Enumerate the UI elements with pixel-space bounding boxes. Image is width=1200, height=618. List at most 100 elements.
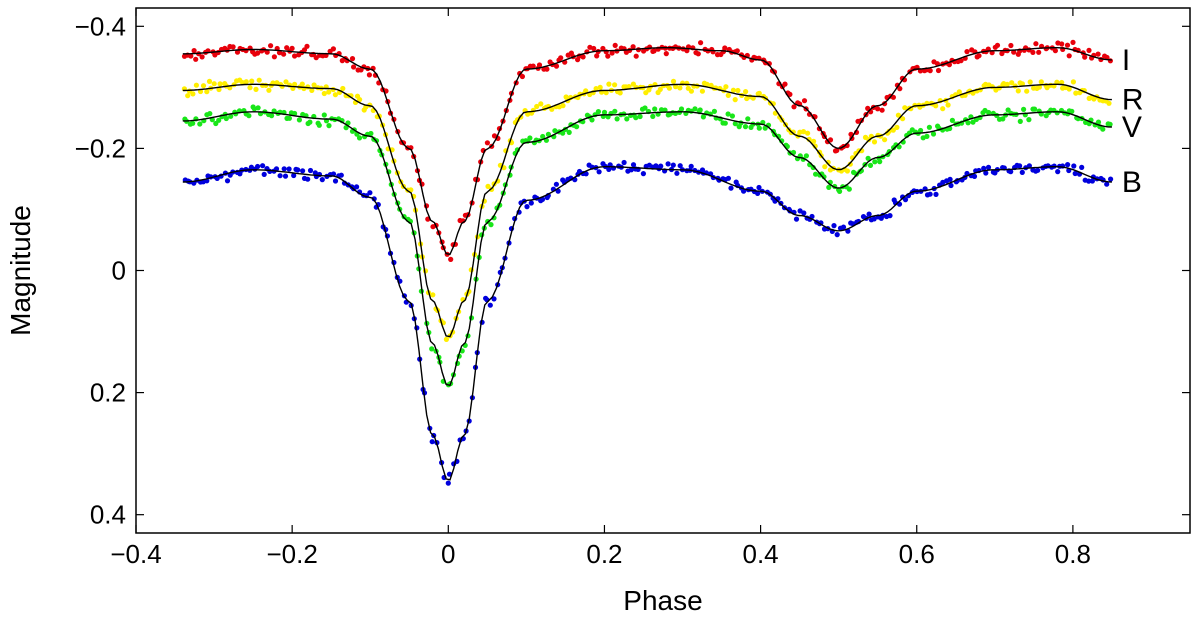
y-axis-title: Magnitude (5, 205, 36, 336)
data-point-B (286, 166, 292, 172)
data-point-B (756, 184, 762, 191)
data-point-I (544, 66, 550, 72)
data-point-I (484, 140, 490, 146)
data-point-B (985, 164, 992, 170)
series-V-points (182, 104, 1113, 388)
data-point-I (875, 106, 881, 112)
data-point-I (530, 63, 536, 69)
data-point-R (593, 86, 599, 92)
x-tick-label: −0.4 (110, 539, 161, 569)
data-point-V (826, 184, 832, 190)
data-point-V (642, 105, 648, 111)
data-point-I (351, 64, 357, 70)
data-point-B (640, 171, 647, 177)
data-point-I (1030, 49, 1036, 56)
data-point-V (601, 109, 608, 115)
data-point-B (628, 167, 634, 173)
data-point-V (697, 107, 703, 113)
data-point-V (207, 111, 213, 117)
data-point-B (445, 480, 451, 486)
data-point-R (249, 78, 255, 84)
model-curve-R (182, 83, 1112, 338)
data-point-I (1070, 39, 1076, 46)
data-point-B (1072, 170, 1078, 177)
data-point-B (725, 175, 732, 181)
data-point-I (879, 107, 885, 113)
data-point-B (429, 439, 435, 445)
data-point-I (330, 46, 336, 52)
data-point-V (692, 106, 698, 112)
data-point-V (1021, 106, 1027, 112)
data-point-I (834, 147, 840, 153)
data-point-B (887, 213, 893, 219)
data-point-B (1079, 164, 1085, 170)
data-point-V (326, 123, 332, 129)
data-point-R (206, 78, 213, 84)
data-point-R (677, 85, 683, 91)
data-point-R (847, 161, 853, 167)
data-point-I (230, 44, 236, 50)
data-point-R (485, 183, 491, 189)
data-point-R (253, 86, 259, 92)
data-point-B (528, 200, 534, 206)
data-point-R (670, 78, 677, 84)
data-point-V (926, 124, 933, 130)
model-curve-I (182, 47, 1112, 256)
x-tick-label: 0.8 (1055, 539, 1091, 569)
data-point-B (261, 171, 267, 177)
data-point-I (630, 44, 636, 50)
band-label-V: V (1122, 111, 1142, 144)
data-point-B (871, 216, 877, 222)
data-point-I (1095, 51, 1101, 57)
data-point-B (658, 163, 664, 169)
data-point-R (1036, 84, 1042, 90)
data-point-B (273, 166, 280, 172)
data-point-V (624, 116, 630, 122)
data-point-V (865, 155, 871, 161)
data-point-I (292, 53, 298, 59)
data-point-B (866, 211, 872, 217)
data-point-V (1017, 118, 1023, 124)
data-point-V (269, 113, 275, 119)
data-point-R (812, 143, 818, 149)
data-point-V (1107, 121, 1113, 127)
data-point-I (801, 98, 808, 104)
data-point-B (1086, 178, 1092, 184)
axis-ticks-layer: −0.4 −0.2 0 0.2 0.4 0.6 0.8 −0.4 −0.2 0 0.2 0.4 (75, 8, 1190, 569)
data-point-B (307, 167, 314, 174)
data-point-I (1082, 54, 1088, 60)
data-point-V (837, 188, 843, 194)
data-point-R (263, 82, 269, 88)
data-point-V (650, 113, 656, 119)
data-point-I (448, 256, 454, 262)
data-point-I (580, 54, 586, 60)
data-point-V (633, 115, 639, 121)
data-point-V (560, 130, 566, 136)
data-point-V (589, 117, 595, 123)
data-point-B (793, 216, 800, 222)
data-point-B (1055, 169, 1061, 175)
data-point-V (321, 112, 327, 118)
data-point-R (326, 89, 332, 95)
data-point-I (605, 53, 611, 59)
data-point-V (652, 106, 658, 112)
data-point-R (309, 87, 315, 93)
data-point-B (670, 162, 676, 168)
band-label-B: B (1122, 166, 1142, 199)
model-curve-B (182, 166, 1112, 481)
data-point-B (295, 167, 301, 173)
data-point-I (536, 62, 543, 68)
data-point-R (1004, 81, 1010, 87)
data-point-B (1104, 181, 1110, 187)
data-point-I (188, 53, 194, 59)
data-point-B (277, 173, 283, 179)
data-point-B (338, 172, 344, 178)
data-point-R (945, 102, 951, 108)
data-point-I (897, 86, 903, 92)
data-point-B (1017, 163, 1023, 169)
data-point-I (999, 50, 1005, 57)
data-point-R (811, 138, 817, 144)
data-point-B (553, 181, 560, 187)
data-point-V (949, 117, 956, 123)
data-point-R (299, 81, 305, 87)
